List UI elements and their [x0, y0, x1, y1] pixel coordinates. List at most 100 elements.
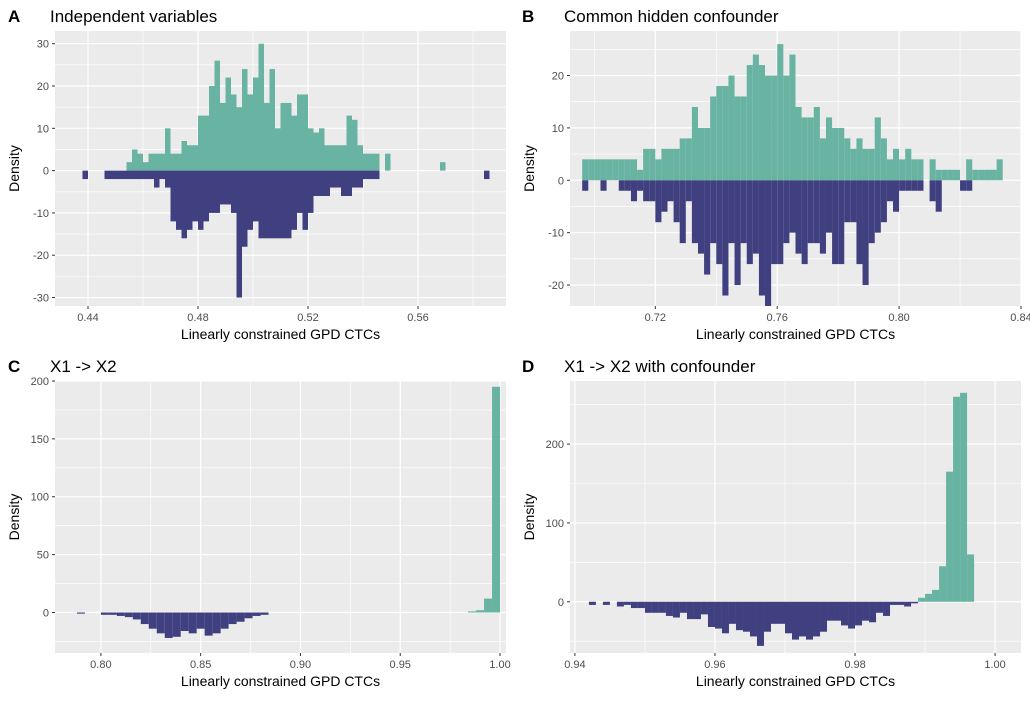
panel-a-bar-lower: [165, 170, 171, 188]
panel-b-bar-lower: [673, 180, 680, 223]
panel-d-bar-lower: [658, 601, 666, 613]
panel-a-xtick-label: 0.48: [187, 312, 208, 324]
panel-d-xtick-label: 0.94: [564, 659, 585, 671]
panel-c-title: X1 -> X2: [50, 357, 117, 376]
panel-b-bar-upper: [886, 159, 894, 181]
panel-d-bar-lower: [813, 601, 821, 637]
panel-a-bar-lower: [159, 170, 165, 180]
panel-b-bar-upper: [813, 106, 820, 181]
panel-d-bar-lower: [848, 601, 856, 629]
panel-c-bar-upper: [492, 386, 501, 613]
panel-a-bar-lower: [286, 170, 292, 239]
panel-b-bar-upper: [783, 75, 790, 181]
panel-b-bar-lower: [722, 180, 729, 296]
panel-a-bar-lower: [269, 170, 275, 239]
panel-d-bar-lower: [820, 601, 828, 632]
panel-b-bar-upper: [667, 148, 674, 181]
panel-a-bar-lower: [308, 170, 314, 213]
panel-b-title: Common hidden confounder: [564, 7, 779, 26]
panel-b-bar-lower: [600, 180, 607, 191]
panel-b-bar-upper: [697, 127, 705, 181]
panel-d-label: D: [522, 357, 534, 376]
panel-c-bar-lower: [180, 612, 189, 632]
panel-c-ytick-label: 100: [31, 492, 49, 504]
panel-b-bar-lower: [880, 180, 887, 223]
panel-a-bar-upper: [154, 153, 160, 171]
panel-a-bar-upper: [330, 145, 336, 171]
panel-d-bar-lower: [700, 601, 708, 615]
panel-a-ytick-label: -30: [33, 293, 49, 305]
panel-d-xtick-label: 0.96: [704, 659, 725, 671]
panel-b-bar-lower: [649, 180, 656, 202]
panel-b-bar-lower: [813, 180, 820, 244]
panel-d-bar-lower: [749, 601, 757, 637]
panel-b-bar-lower: [868, 180, 875, 244]
panel-b-bar-lower: [929, 180, 936, 202]
panel-a-bar-upper: [313, 132, 319, 171]
panel-b-bar-lower: [643, 180, 650, 202]
panel-c-ylabel: Density: [6, 494, 22, 541]
panel-a-bar-upper: [374, 153, 380, 171]
panel-d-bar-lower: [588, 601, 596, 605]
panel-b-bar-upper: [704, 127, 711, 181]
panel-c-xtick-label: 1.00: [489, 659, 510, 671]
panel-b-bar-upper: [917, 159, 924, 181]
panel-c-bar-lower: [252, 612, 261, 616]
panel-a-bar-lower: [154, 170, 160, 188]
panel-b-ytick-label: 20: [552, 71, 564, 83]
panel-a-bar-lower: [346, 170, 352, 196]
panel-a-bar-lower: [198, 170, 204, 230]
panel-b-bar-lower: [758, 180, 766, 296]
panel-b-bar-lower: [765, 180, 772, 306]
panel-b-xtick-label: 0.76: [767, 312, 788, 324]
panel-b-bar-lower: [679, 180, 686, 244]
panel-a-bar-upper: [159, 153, 165, 171]
panel-a-bar-lower: [357, 170, 363, 188]
panel-d-bar-lower: [890, 601, 898, 605]
panel-c-bar-lower: [124, 612, 133, 618]
panel-c-bar-upper: [476, 610, 485, 613]
panel-d-bar-lower: [876, 601, 884, 613]
panel-a-bar-upper: [236, 107, 242, 171]
panel-b-ytick-label: 10: [552, 123, 564, 135]
panel-b-bar-lower: [661, 180, 668, 212]
panel-a-bar-upper: [346, 115, 352, 171]
panel-b-bar-lower: [838, 180, 845, 265]
panel-c-bar-lower: [132, 612, 141, 620]
panel-d-bar-lower: [728, 601, 736, 624]
panel-b-bar-upper: [679, 138, 686, 181]
panel-b-bar-lower: [624, 180, 631, 191]
panel-d-bar-lower: [686, 601, 694, 620]
panel-c-ytick-label: 50: [37, 550, 49, 562]
panel-c-xtick-label: 0.80: [90, 659, 111, 671]
panel-c-bar-lower: [172, 612, 181, 637]
panel-c-bar-lower: [108, 612, 117, 615]
panel-b-bar-upper: [929, 159, 936, 181]
panel-b-bar-upper: [972, 169, 979, 181]
panel-a-bar-lower: [187, 170, 193, 230]
panel-c-bar-lower: [164, 612, 173, 638]
panel-c-ytick-label: 200: [31, 376, 49, 388]
panel-a-bar-lower: [297, 170, 303, 213]
panel-b-bar-lower: [801, 180, 808, 265]
panel-a-bar-upper: [335, 145, 341, 171]
panel-a-bar-lower: [121, 170, 127, 180]
panel-d-bar-lower: [637, 601, 645, 609]
panel-a-bar-lower: [313, 170, 319, 196]
panel-b-bar-upper: [996, 159, 1003, 181]
panel-a-bar-lower: [319, 170, 325, 196]
panel-d-bar-lower: [911, 601, 919, 604]
panel-b-bar-upper: [637, 169, 644, 181]
panel-a-bar-lower: [225, 170, 231, 205]
panel-b-bar-lower: [691, 180, 698, 244]
panel-c-bar-lower: [116, 612, 125, 616]
panel-d-bar-lower: [763, 601, 771, 632]
panel-a-bar-upper: [225, 77, 231, 171]
panel-a-ylabel: Density: [6, 145, 22, 192]
panel-b-bar-lower: [886, 180, 894, 202]
panel-b-bar-upper: [838, 127, 845, 181]
panel-d-bar-lower: [651, 601, 659, 613]
panel-a-bar-upper: [176, 153, 182, 171]
panel-b-bar-lower: [911, 180, 918, 191]
